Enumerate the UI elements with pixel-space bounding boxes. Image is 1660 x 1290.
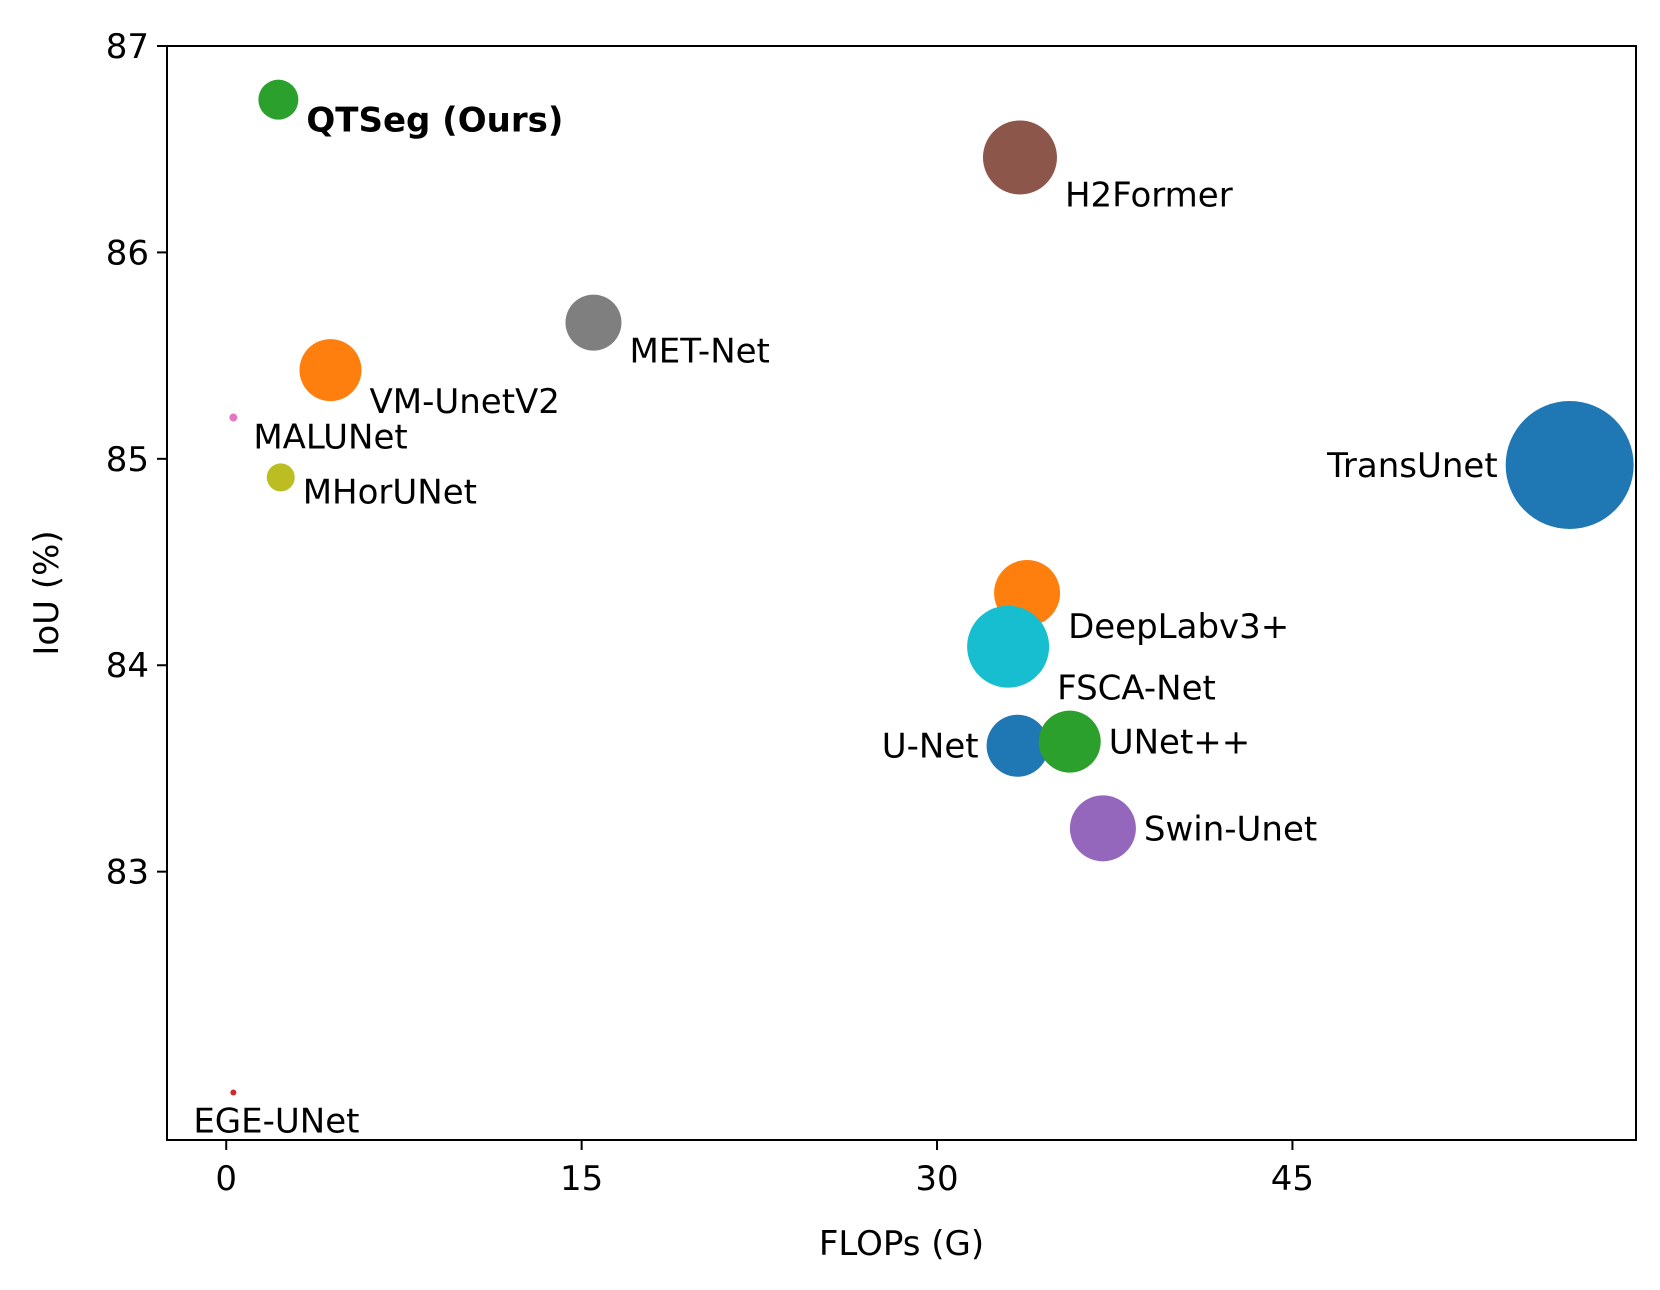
x-tick-label: 30 <box>915 1159 958 1199</box>
y-tick-label: 85 <box>106 440 149 480</box>
point-label: H2Former <box>1065 175 1233 215</box>
point-label: U-Net <box>882 727 979 767</box>
x-tick-label: 45 <box>1271 1159 1314 1199</box>
y-tick-label: 83 <box>106 853 149 893</box>
data-point <box>1505 401 1634 530</box>
point-label: TransUnet <box>1326 446 1498 486</box>
y-axis-label: IoU (%) <box>27 530 67 655</box>
y-tick-label: 86 <box>106 233 149 273</box>
data-point <box>1038 710 1101 773</box>
data-point <box>982 120 1057 195</box>
x-tick-label: 15 <box>560 1159 603 1199</box>
point-label: FSCA-Net <box>1057 669 1216 709</box>
points-layer <box>229 79 1634 1096</box>
point-label: EGE-UNet <box>193 1102 359 1142</box>
x-axis-label: FLOPs (G) <box>819 1224 984 1264</box>
data-point <box>1069 795 1136 862</box>
data-point <box>266 463 295 492</box>
point-label: Swin-Unet <box>1144 809 1317 849</box>
data-point <box>565 294 622 351</box>
point-label: MHorUNet <box>303 472 477 512</box>
y-tick-label: 84 <box>106 646 149 686</box>
point-label: DeepLabv3+ <box>1068 607 1289 647</box>
point-labels-layer: QTSeg (Ours) H2Former MET-Net VM-UnetV2MALU… <box>193 101 1497 1142</box>
data-point <box>230 1089 237 1096</box>
data-point <box>229 413 238 422</box>
point-label: VM-UnetV2 <box>369 382 559 422</box>
data-point <box>299 339 362 402</box>
data-point <box>986 714 1049 777</box>
plot-frame <box>166 45 1637 1141</box>
x-tick-label: 0 <box>215 1159 237 1199</box>
point-label: MALUNet <box>253 418 407 458</box>
point-label: QTSeg (Ours) <box>306 101 563 141</box>
point-label: UNet++ <box>1109 723 1251 763</box>
point-label: MET-Net <box>629 332 769 372</box>
data-point <box>258 79 299 120</box>
y-tick-label: 87 <box>106 27 149 67</box>
data-point <box>967 605 1050 688</box>
axes-layer: 0 15 30 45 83 84 85 86 87 <box>106 27 1637 1199</box>
